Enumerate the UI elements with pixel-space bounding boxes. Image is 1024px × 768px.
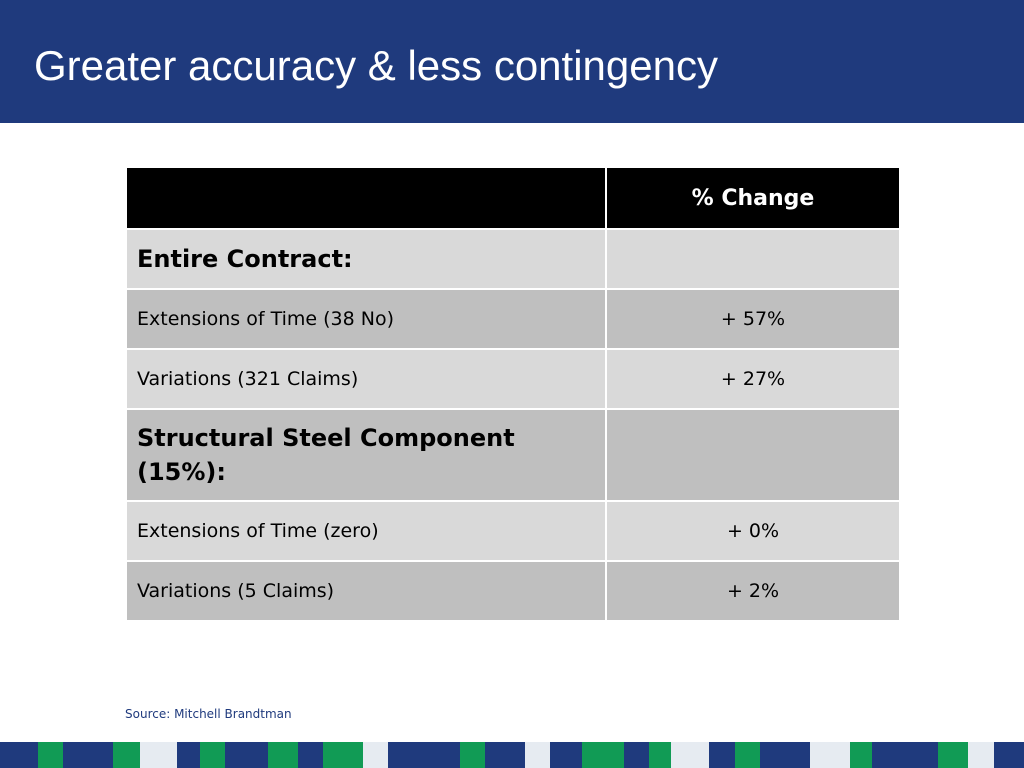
footer-block <box>968 742 994 768</box>
table-row: Entire Contract: <box>125 228 901 290</box>
footer-block <box>268 742 298 768</box>
footer-block <box>485 742 525 768</box>
footer-block <box>323 742 363 768</box>
footer-block <box>363 742 388 768</box>
footer-block <box>525 742 550 768</box>
table-row: Variations (321 Claims) + 27% <box>125 348 901 410</box>
row-label: Entire Contract: <box>125 228 607 290</box>
header-cell-label <box>125 166 607 230</box>
footer-block <box>225 742 268 768</box>
slide-title: Greater accuracy & less contingency <box>34 42 718 89</box>
footer-block <box>388 742 460 768</box>
footer-block <box>460 742 485 768</box>
row-label: Extensions of Time (zero) <box>125 500 607 562</box>
footer-block <box>810 742 850 768</box>
title-bar: Greater accuracy & less contingency <box>0 0 1024 123</box>
footer-block <box>850 742 872 768</box>
table-row: Variations (5 Claims) + 2% <box>125 560 901 622</box>
footer-block <box>994 742 1024 768</box>
footer-block <box>200 742 225 768</box>
row-label: Variations (5 Claims) <box>125 560 607 622</box>
footer-block <box>38 742 63 768</box>
row-value <box>605 408 901 502</box>
footer-block <box>140 742 177 768</box>
row-value <box>605 228 901 290</box>
table-header-row: % Change <box>125 166 901 230</box>
row-value: + 2% <box>605 560 901 622</box>
source-note: Source: Mitchell Brandtman <box>125 707 292 721</box>
header-cell-change: % Change <box>605 166 901 230</box>
table-row: Extensions of Time (38 No) + 57% <box>125 288 901 350</box>
row-label: Variations (321 Claims) <box>125 348 607 410</box>
row-value: + 57% <box>605 288 901 350</box>
footer-block <box>872 742 938 768</box>
footer-block <box>550 742 582 768</box>
footer-block <box>938 742 968 768</box>
comparison-table: % Change Entire Contract: Extensions of … <box>125 166 901 622</box>
footer-stripe <box>0 742 1024 768</box>
footer-block <box>582 742 624 768</box>
row-value: + 0% <box>605 500 901 562</box>
footer-block <box>709 742 735 768</box>
footer-block <box>113 742 140 768</box>
row-label: Extensions of Time (38 No) <box>125 288 607 350</box>
footer-block <box>735 742 760 768</box>
footer-block <box>760 742 810 768</box>
footer-block <box>671 742 709 768</box>
footer-block <box>624 742 649 768</box>
table-row: Structural Steel Component (15%): <box>125 408 901 502</box>
row-label: Structural Steel Component (15%): <box>125 408 607 502</box>
footer-block <box>0 742 38 768</box>
table-row: Extensions of Time (zero) + 0% <box>125 500 901 562</box>
footer-block <box>298 742 323 768</box>
row-value: + 27% <box>605 348 901 410</box>
footer-block <box>177 742 200 768</box>
footer-block <box>63 742 113 768</box>
footer-block <box>649 742 671 768</box>
